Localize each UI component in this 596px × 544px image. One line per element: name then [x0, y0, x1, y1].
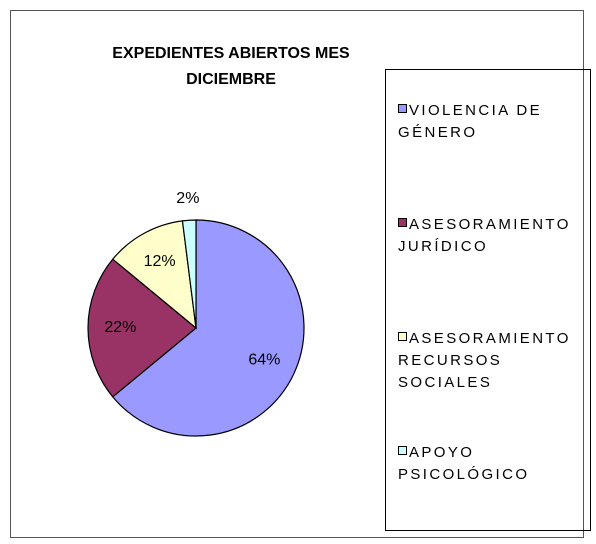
data-label: 12% — [144, 253, 176, 270]
chart-title: EXPEDIENTES ABIERTOS MES DICIEMBRE — [71, 41, 391, 93]
legend-entry: VIOLENCIA DE GÉNERO — [398, 100, 584, 144]
data-label: 22% — [104, 319, 136, 336]
pie-slice — [111, 219, 305, 437]
legend-swatch — [398, 446, 407, 455]
legend-swatch — [398, 104, 407, 113]
title-text: EXPEDIENTES ABIERTOS MES DICIEMBRE — [112, 45, 350, 88]
legend-swatch — [398, 218, 407, 227]
pie-slice — [181, 219, 197, 329]
legend-entry: APOYO PSICOLÓGICO — [398, 442, 584, 486]
pie-slice — [111, 220, 197, 330]
legend: VIOLENCIA DE GÉNERO ASESORAMIENTO JURÍDIC… — [385, 69, 591, 531]
legend-entry: ASESORAMIENTO RECURSOS SOCIALES — [398, 328, 584, 394]
legend-label: APOYO PSICOLÓGICO — [398, 444, 530, 483]
data-label: 2% — [176, 190, 199, 207]
data-label: 64% — [248, 351, 280, 368]
pie-slice — [87, 258, 197, 398]
legend-swatch — [398, 332, 407, 341]
legend-entry: ASESORAMIENTO JURÍDICO — [398, 214, 584, 258]
legend-label: ASESORAMIENTO RECURSOS SOCIALES — [398, 330, 571, 391]
legend-label: ASESORAMIENTO JURÍDICO — [398, 216, 571, 255]
legend-label: VIOLENCIA DE GÉNERO — [398, 102, 543, 141]
